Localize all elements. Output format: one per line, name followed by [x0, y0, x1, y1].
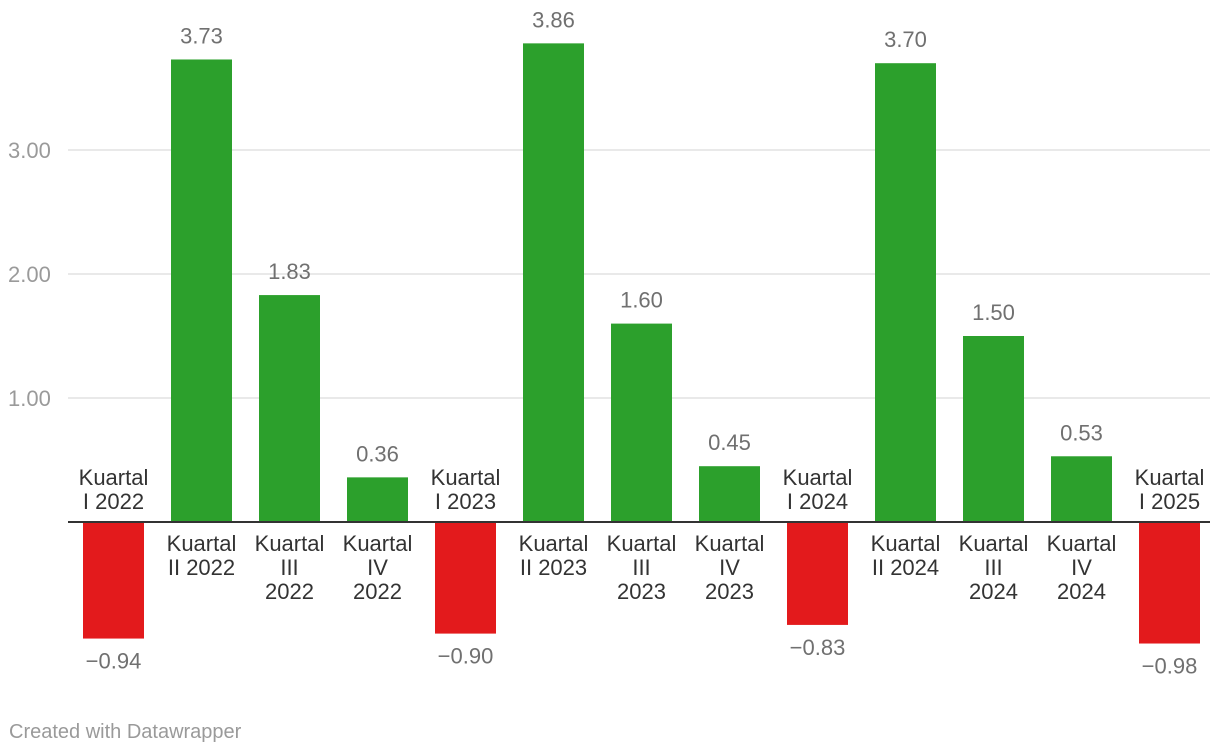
category-label: II 2023 — [520, 555, 587, 580]
category-label: Kuartal — [519, 531, 589, 556]
value-label: 3.73 — [180, 23, 223, 48]
category-label: III — [280, 555, 298, 580]
bar-chart: 1.00 2.00 3.00 −0.94 3.73 1.83 0.36 −0.90 3.86 1.… — [8, 7, 1210, 679]
bar — [787, 522, 848, 625]
bar — [699, 466, 760, 522]
value-label: 1.50 — [972, 300, 1015, 325]
y-tick-label: 3.00 — [8, 138, 51, 163]
category-label: 2023 — [617, 579, 666, 604]
credit-text: Created with Datawrapper — [9, 721, 242, 743]
y-tick-label: 2.00 — [8, 262, 51, 287]
category-label: I 2023 — [435, 489, 496, 514]
category-label: Kuartal — [871, 531, 941, 556]
category-label: Kuartal — [255, 531, 325, 556]
bar — [963, 336, 1024, 522]
category-label: Kuartal — [343, 531, 413, 556]
category-label: III — [984, 555, 1002, 580]
value-label: −0.83 — [790, 635, 846, 660]
y-tick-label: 1.00 — [8, 386, 51, 411]
bar — [523, 43, 584, 523]
category-label: 2023 — [705, 579, 754, 604]
category-label: IV — [719, 555, 740, 580]
bar — [875, 63, 936, 522]
value-label: 3.86 — [532, 7, 575, 32]
value-label: 1.83 — [268, 259, 311, 284]
value-label: 0.53 — [1060, 420, 1103, 445]
category-label: Kuartal — [1047, 531, 1117, 556]
category-label: Kuartal — [783, 465, 853, 490]
value-label: 0.45 — [708, 430, 751, 455]
bar — [1139, 522, 1200, 644]
value-label: −0.90 — [438, 644, 494, 669]
category-label: I 2022 — [83, 489, 144, 514]
bar — [83, 522, 144, 639]
category-label: 2024 — [969, 579, 1018, 604]
category-label: Kuartal — [695, 531, 765, 556]
bar — [611, 323, 672, 522]
value-label: 0.36 — [356, 441, 399, 466]
bar — [435, 522, 496, 634]
value-label: 1.60 — [620, 288, 663, 313]
category-label: II 2024 — [872, 555, 939, 580]
category-label: IV — [1071, 555, 1092, 580]
value-label: 3.70 — [884, 27, 927, 52]
category-label: Kuartal — [959, 531, 1029, 556]
category-label: Kuartal — [167, 531, 237, 556]
category-label: I 2024 — [787, 489, 848, 514]
value-label: −0.98 — [1142, 654, 1198, 679]
category-label: 2022 — [353, 579, 402, 604]
category-label: I 2025 — [1139, 489, 1200, 514]
bar — [259, 295, 320, 522]
category-label: 2024 — [1057, 579, 1106, 604]
bar — [1051, 456, 1112, 522]
category-label: Kuartal — [431, 465, 501, 490]
bar — [347, 477, 408, 522]
category-label: IV — [367, 555, 388, 580]
category-label: Kuartal — [1135, 465, 1205, 490]
category-label: II 2022 — [168, 555, 235, 580]
bar — [171, 59, 232, 522]
category-label: Kuartal — [79, 465, 149, 490]
value-label: −0.94 — [86, 649, 142, 674]
category-label: III — [632, 555, 650, 580]
category-label: Kuartal — [607, 531, 677, 556]
category-label: 2022 — [265, 579, 314, 604]
